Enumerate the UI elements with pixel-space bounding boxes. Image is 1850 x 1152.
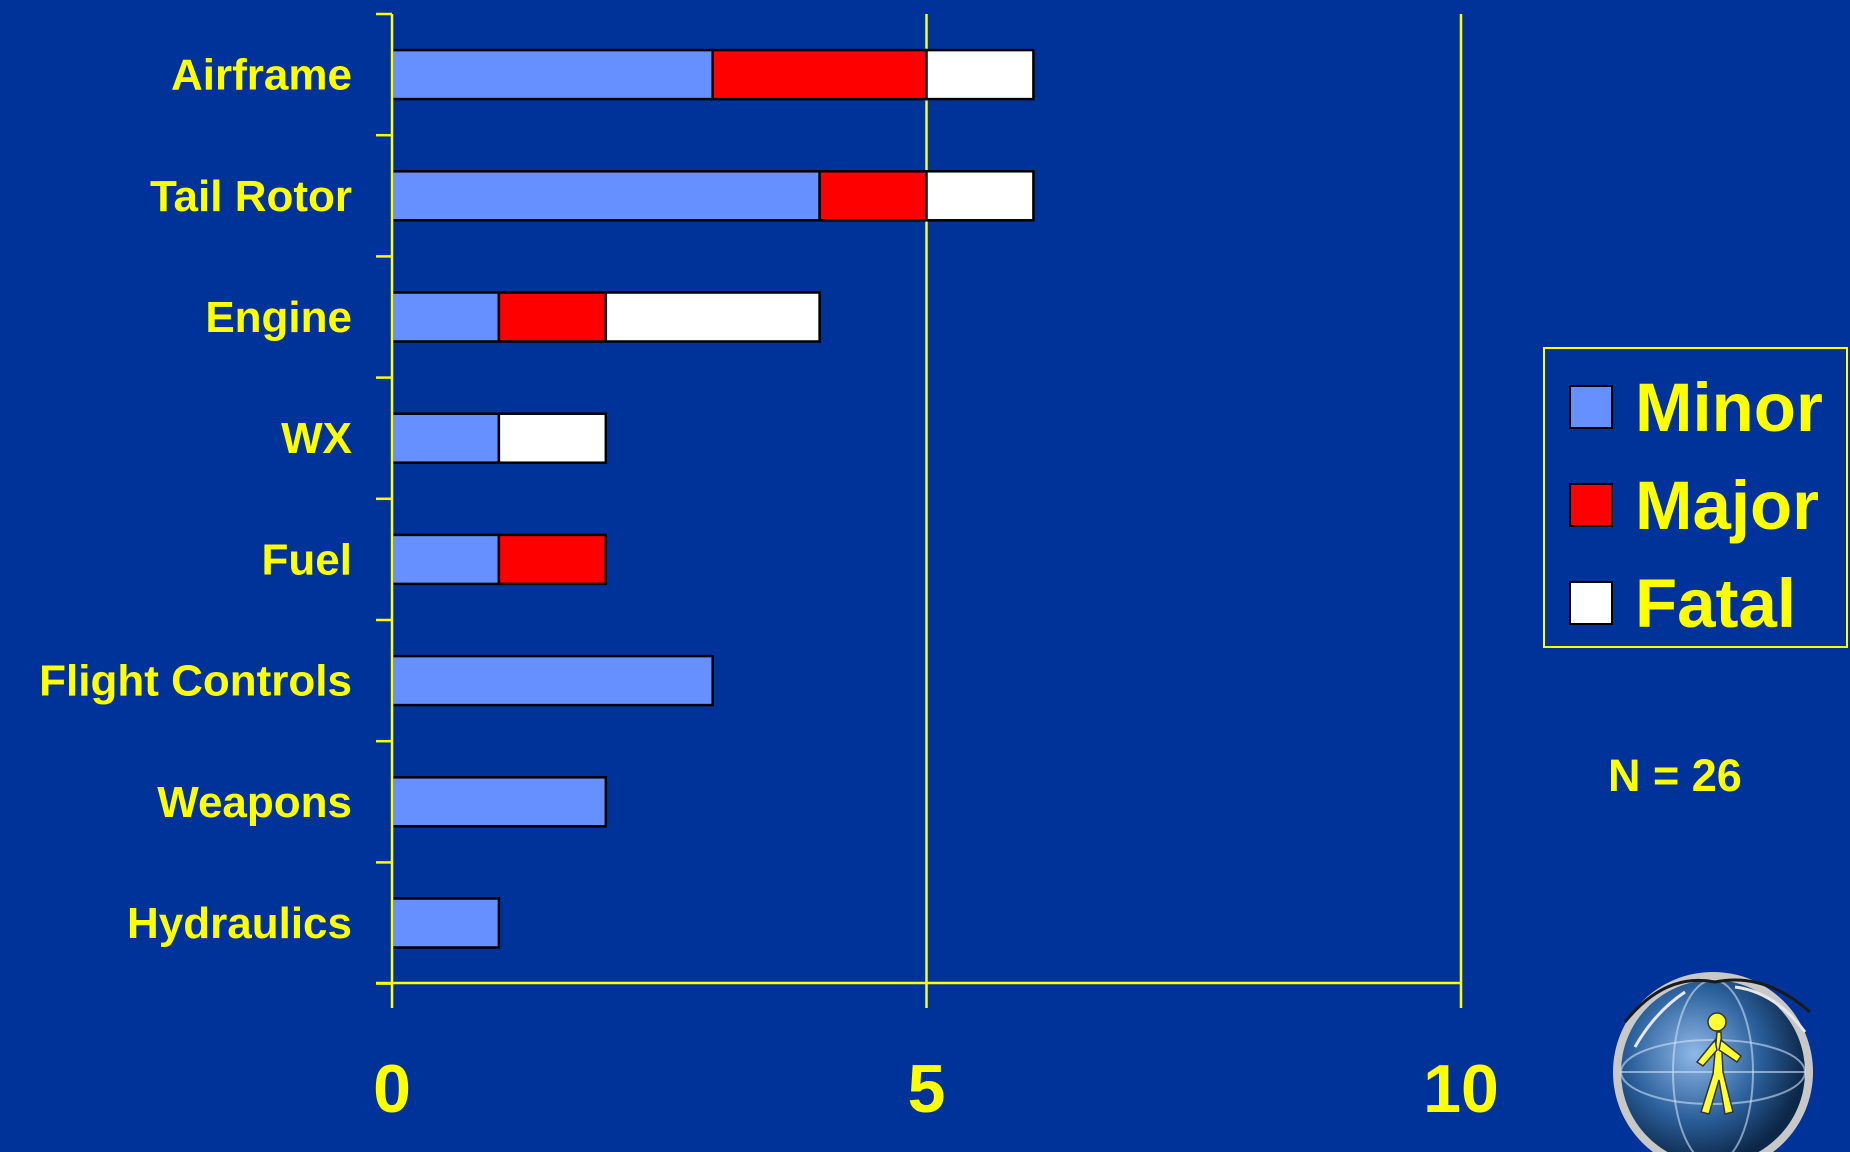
x-tick-labels: 0 5 10 [373,1051,1499,1120]
legend-swatch-fatal [1569,581,1613,625]
legend-label-minor: Minor [1635,368,1823,446]
category-label: Tail Rotor [150,172,352,221]
x-tick-label: 5 [908,1051,946,1120]
axes [376,12,1461,1008]
bar-minor-airframe [390,48,714,101]
category-label: Flight Controls [39,657,352,706]
bar-fatal-engine [604,291,821,343]
bar-fatal-airframe [925,48,1035,101]
bar-major-engine [497,291,608,343]
x-tick-label: 0 [373,1051,411,1120]
legend-label-fatal: Fatal [1635,564,1797,642]
gridlines [925,14,1463,1008]
legend-swatch-major [1569,483,1613,527]
category-label: Weapons [157,778,352,827]
legend-item-fatal: Fatal [1569,563,1796,643]
bar-minor-weapons [390,776,608,828]
bar-fatal-wx [497,412,608,464]
bar-minor-flight-controls [390,654,714,707]
category-label: Hydraulics [127,899,352,948]
category-label: WX [281,414,352,463]
globe-walking-figure-logo-icon [1613,972,1813,1152]
bar-minor-hydraulics [390,897,501,949]
bar-major-airframe [711,48,928,101]
x-tick-label: 10 [1423,1051,1499,1120]
bar-minor-wx [390,412,501,464]
legend-item-minor: Minor [1569,367,1823,447]
category-label: Airframe [171,51,352,100]
legend-item-major: Major [1569,465,1819,545]
legend-label-major: Major [1635,466,1820,544]
bar-major-fuel [497,533,608,586]
category-labels: Airframe Tail Rotor Engine WX Fuel Flight Con… [39,51,352,948]
bar-minor-engine [390,291,501,343]
bars [390,48,1035,949]
legend-swatch-minor [1569,385,1613,429]
stacked-bar-chart: Airframe Tail Rotor Engine WX Fuel Flight Con… [39,12,1499,1120]
legend: Minor Major Fatal [1543,347,1848,648]
category-label: Fuel [262,535,352,584]
bar-major-tail-rotor [818,170,928,222]
sample-size-annotation: N = 26 [1608,750,1742,801]
category-label: Engine [205,293,352,342]
bar-fatal-tail-rotor [925,170,1035,222]
bar-minor-tail-rotor [390,170,821,222]
bar-minor-fuel [390,533,501,586]
